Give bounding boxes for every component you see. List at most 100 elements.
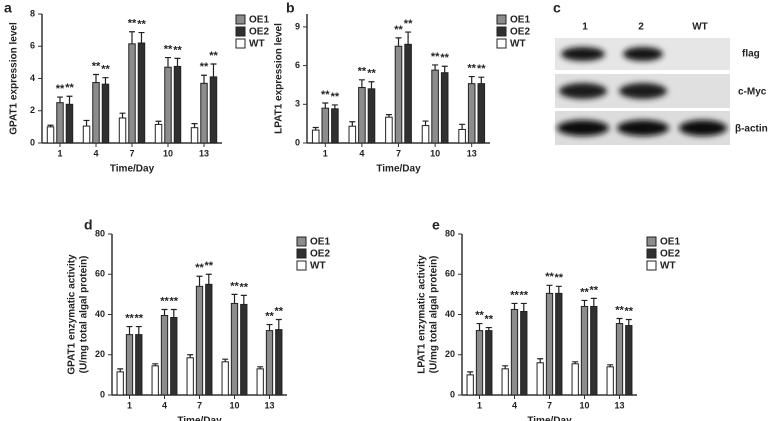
legend-label: OE2: [660, 249, 680, 260]
bar: [92, 82, 100, 144]
y-tick-label: 60: [445, 269, 455, 279]
error-bar: [138, 31, 145, 44]
significance-label: **: [56, 83, 65, 95]
bar: [477, 83, 486, 144]
x-tick-label: 10: [163, 148, 173, 158]
legend-label: OE1: [510, 15, 530, 26]
panel-letter: d: [84, 217, 93, 233]
bar: [440, 72, 449, 144]
significance-label: **: [240, 281, 249, 293]
significance-label: **: [467, 62, 476, 74]
bar: [240, 303, 248, 396]
significance-label: **: [367, 68, 376, 80]
error-bar: [222, 358, 229, 362]
bar: [615, 323, 624, 396]
significance-label: **: [475, 309, 484, 321]
bar: [186, 357, 194, 396]
error-bar: [170, 308, 177, 318]
bar: [625, 325, 633, 396]
error-bar: [129, 31, 135, 44]
legend-swatch: [496, 38, 507, 49]
error-bar: [485, 326, 492, 331]
x-tick-label: 1: [127, 400, 132, 410]
significance-label: **: [555, 272, 564, 284]
y-tick-label: 80: [95, 228, 105, 238]
error-bar: [322, 102, 329, 109]
significance-label: **: [477, 63, 486, 75]
error-bar: [231, 293, 238, 304]
y-axis-label: GPAT1 expression level: [9, 22, 20, 135]
legend-label: OE2: [510, 27, 530, 38]
error-bar: [422, 120, 429, 126]
y-tick-label: 6: [30, 41, 35, 51]
legend-label: WT: [660, 261, 676, 272]
significance-label: **: [404, 18, 413, 30]
y-tick-label: 0: [30, 137, 35, 147]
bar: [221, 361, 229, 396]
bar: [56, 102, 64, 144]
row-label: β-actin: [735, 124, 768, 135]
legend-label: WT: [310, 261, 326, 272]
legend-swatch: [496, 14, 507, 25]
x-tick-label: 10: [430, 148, 440, 158]
error-bar: [546, 284, 553, 294]
significance-label: **: [200, 61, 209, 73]
y-tick-label: 8: [30, 8, 35, 18]
row-label: flag: [742, 49, 760, 60]
error-bar: [93, 73, 99, 83]
bar: [190, 127, 199, 144]
legend-swatch: [235, 38, 246, 49]
legend-swatch: [296, 248, 307, 259]
x-tick-label: 13: [264, 400, 274, 410]
error-bar: [57, 96, 63, 103]
error-bar: [625, 318, 632, 326]
bar: [321, 107, 330, 144]
x-tick-label: 1: [477, 400, 482, 410]
bar: [555, 292, 563, 396]
y-axis-label: GPAT1 enzymatic activity: [67, 254, 78, 375]
significance-label: **: [135, 312, 144, 324]
y-tick-label: 4: [30, 73, 35, 83]
error-bar: [572, 361, 579, 364]
bar: [265, 330, 274, 396]
bar: [501, 368, 509, 396]
error-bar: [152, 363, 159, 366]
error-bar: [476, 322, 483, 331]
significance-label: **: [173, 44, 182, 56]
error-bar: [205, 273, 212, 285]
x-axis-label: Time/Day: [110, 164, 155, 175]
bar: [467, 83, 476, 144]
y-tick-label: 20: [445, 349, 455, 359]
significance-label: **: [209, 50, 218, 62]
significance-label: **: [394, 24, 403, 36]
significance-label: **: [358, 66, 367, 78]
y-tick-label: 3: [295, 99, 300, 109]
bar: [421, 125, 430, 144]
legend-label: OE2: [249, 27, 269, 38]
lane-label: WT: [692, 22, 708, 33]
panel-letter: a: [4, 0, 12, 16]
error-bar: [478, 76, 485, 84]
error-bar: [590, 297, 597, 307]
bar: [536, 362, 544, 396]
error-bar: [117, 368, 124, 372]
row-label: c-Myc: [738, 87, 767, 98]
error-bar: [331, 104, 338, 109]
legend-label: WT: [510, 39, 526, 50]
significance-label: **: [321, 89, 330, 101]
error-bar: [502, 365, 509, 369]
y-tick-label: 60: [95, 269, 105, 279]
x-tick-label: 7: [396, 148, 401, 158]
bar: [205, 283, 213, 396]
bar: [137, 42, 146, 144]
error-bar: [174, 57, 181, 67]
x-tick-label: 4: [512, 400, 517, 410]
x-tick-label: 13: [614, 400, 624, 410]
significance-label: **: [625, 305, 634, 317]
error-bar: [66, 95, 73, 105]
x-tick-label: 4: [359, 148, 364, 158]
bar: [571, 363, 579, 396]
significance-label: **: [510, 289, 519, 301]
band: [559, 83, 607, 99]
x-tick-label: 4: [93, 148, 98, 158]
